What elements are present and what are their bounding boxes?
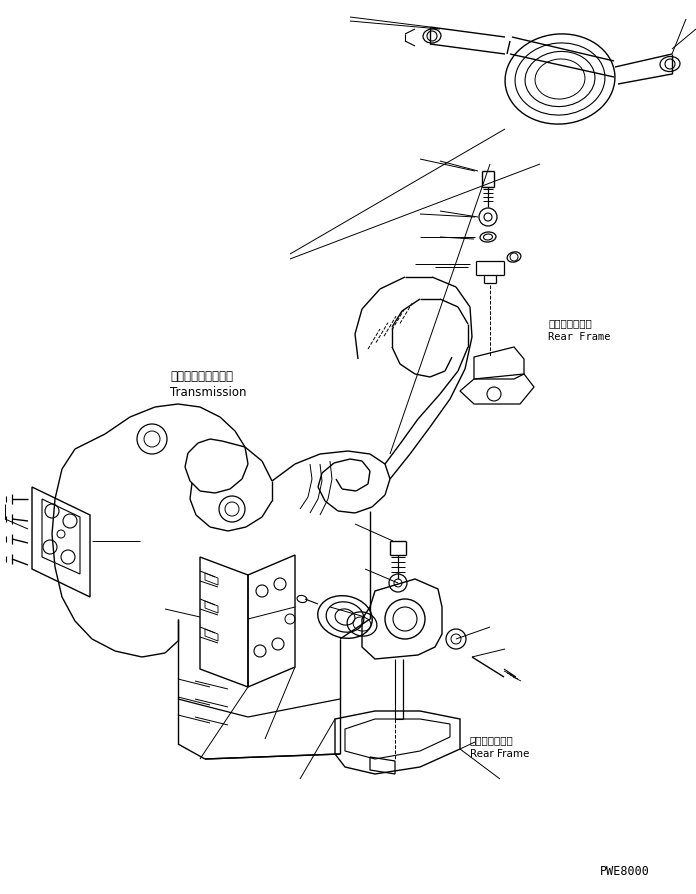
Text: トランスミッション: トランスミッション — [170, 369, 233, 383]
Text: Rear Frame: Rear Frame — [548, 332, 610, 342]
Text: Rear Frame: Rear Frame — [470, 748, 530, 758]
Text: リャーフレーム: リャーフレーム — [470, 734, 514, 744]
Text: Transmission: Transmission — [170, 385, 246, 399]
Text: リヤーフレーム: リヤーフレーム — [548, 317, 592, 327]
Text: PWE8000: PWE8000 — [600, 864, 650, 877]
